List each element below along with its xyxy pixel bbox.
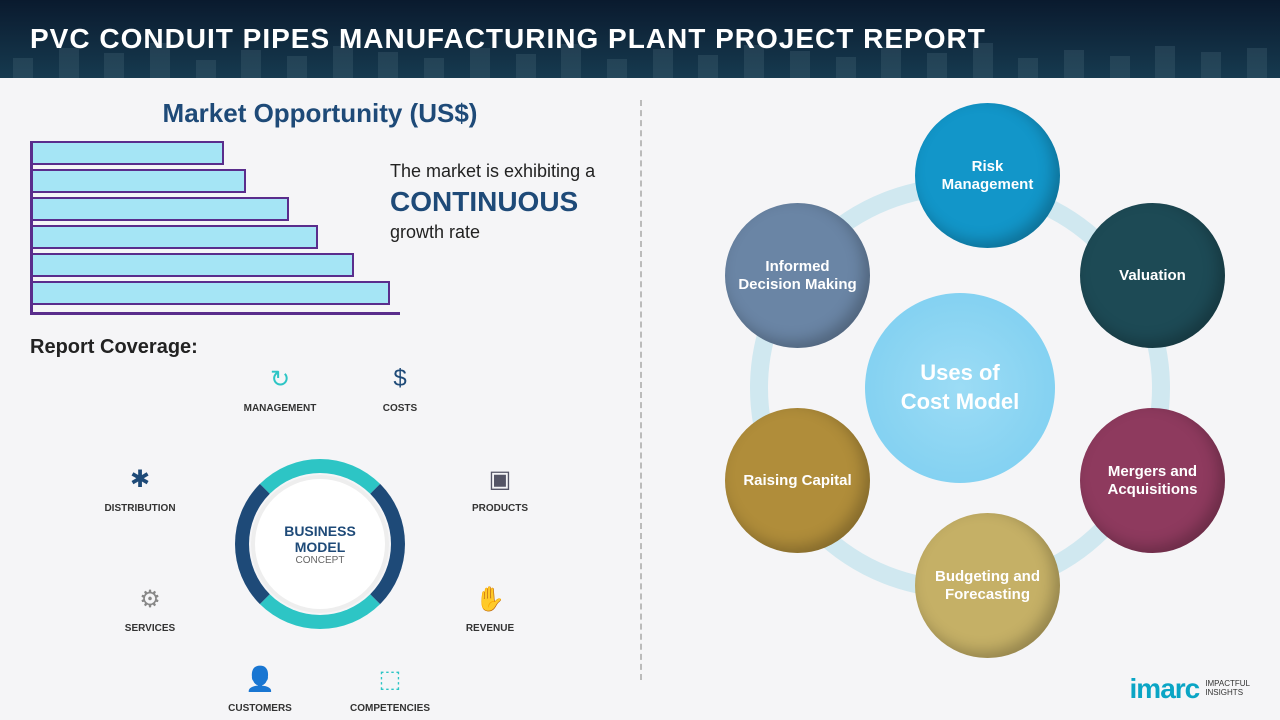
bar-chart: The market is exhibiting a CONTINUOUS gr… <box>30 141 610 321</box>
bm-node-label: SERVICES <box>100 623 200 634</box>
brand-logo: imarc IMPACTFUL INSIGHTS <box>1130 673 1250 705</box>
chart-bar <box>30 169 246 193</box>
cost-node: Informed Decision Making <box>725 203 870 348</box>
page-title: PVC CONDUIT PIPES MANUFACTURING PLANT PR… <box>30 23 986 55</box>
bm-node-label: DISTRIBUTION <box>90 503 190 514</box>
bm-node-label: REVENUE <box>440 623 540 634</box>
bm-node: ✋ REVENUE <box>440 579 540 634</box>
bm-icon: ✋ <box>470 579 510 619</box>
bm-icon: 👤 <box>240 659 280 699</box>
growth-emphasis: CONTINUOUS <box>390 186 650 218</box>
bm-node-label: COMPETENCIES <box>340 703 440 714</box>
bm-node: ⚙ SERVICES <box>100 579 200 634</box>
bm-node: $ COSTS <box>350 359 450 414</box>
chart-bar <box>30 197 289 221</box>
bm-node-label: CUSTOMERS <box>210 703 310 714</box>
bm-icon: ▣ <box>480 459 520 499</box>
logo-text: imarc <box>1130 673 1200 705</box>
header-banner: PVC CONDUIT PIPES MANUFACTURING PLANT PR… <box>0 0 1280 78</box>
bm-node-label: COSTS <box>350 403 450 414</box>
bm-center-line1: BUSINESS <box>284 523 356 539</box>
bm-node: ↻ MANAGEMENT <box>230 359 330 414</box>
cost-model-wheel: Uses ofCost Model Risk ManagementValuati… <box>680 108 1240 668</box>
growth-line3: growth rate <box>390 222 650 243</box>
bm-node: ✱ DISTRIBUTION <box>90 459 190 514</box>
bm-center-line2: MODEL <box>295 539 346 555</box>
chart-bar <box>30 253 354 277</box>
cost-node: Valuation <box>1080 203 1225 348</box>
business-model-diagram: BUSINESS MODEL CONCEPT ↻MANAGEMENT$COSTS… <box>30 369 610 719</box>
cost-node: Budgeting and Forecasting <box>915 513 1060 658</box>
bm-node: 👤 CUSTOMERS <box>210 659 310 714</box>
cost-center: Uses ofCost Model <box>865 293 1055 483</box>
bm-center-line3: CONCEPT <box>296 555 345 566</box>
bm-icon: ✱ <box>120 459 160 499</box>
cost-node: Raising Capital <box>725 408 870 553</box>
left-panel: Market Opportunity (US$) The market is e… <box>0 78 640 720</box>
bm-node: ⬚ COMPETENCIES <box>340 659 440 714</box>
growth-line1: The market is exhibiting a <box>390 161 650 182</box>
market-opportunity-title: Market Opportunity (US$) <box>30 98 610 129</box>
bm-icon: ⬚ <box>370 659 410 699</box>
bm-node: ▣ PRODUCTS <box>450 459 550 514</box>
growth-text-block: The market is exhibiting a CONTINUOUS gr… <box>390 161 650 243</box>
chart-x-axis <box>30 312 400 315</box>
bm-center: BUSINESS MODEL CONCEPT <box>255 479 385 609</box>
cost-node: Mergers and Acquisitions <box>1080 408 1225 553</box>
bm-icon: ↻ <box>260 359 300 399</box>
bm-node-label: PRODUCTS <box>450 503 550 514</box>
chart-y-axis <box>30 141 33 313</box>
bm-icon: ⚙ <box>130 579 170 619</box>
bm-node-label: MANAGEMENT <box>230 403 330 414</box>
cost-node: Risk Management <box>915 103 1060 248</box>
report-coverage-label: Report Coverage: <box>30 336 610 359</box>
chart-bar <box>30 141 224 165</box>
logo-tagline-2: INSIGHTS <box>1205 689 1250 698</box>
bm-icon: $ <box>380 359 420 399</box>
chart-bar <box>30 281 390 305</box>
right-panel: Uses ofCost Model Risk ManagementValuati… <box>640 78 1280 720</box>
chart-bar <box>30 225 318 249</box>
